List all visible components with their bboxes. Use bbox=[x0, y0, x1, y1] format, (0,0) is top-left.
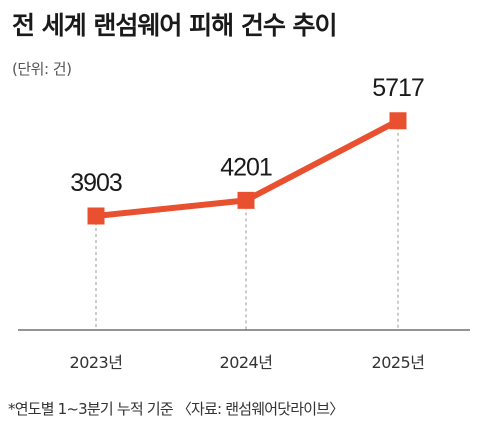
footnote: *연도별 1~3분기 누적 기준 〈자료: 랜섬웨어닷라이브〉 bbox=[8, 398, 343, 419]
x-tick-label: 2025년 bbox=[372, 353, 425, 372]
data-point bbox=[238, 192, 255, 209]
data-label: 4201 bbox=[220, 153, 272, 181]
data-label: 5717 bbox=[372, 74, 424, 102]
x-tick-labels: 2023년 2024년 2025년 bbox=[70, 353, 425, 372]
data-point bbox=[390, 112, 407, 129]
x-tick-label: 2024년 bbox=[220, 353, 273, 372]
guide-lines bbox=[96, 121, 398, 330]
x-tick-label: 2023년 bbox=[70, 353, 123, 372]
data-label: 3903 bbox=[70, 169, 122, 197]
data-point bbox=[88, 207, 105, 224]
